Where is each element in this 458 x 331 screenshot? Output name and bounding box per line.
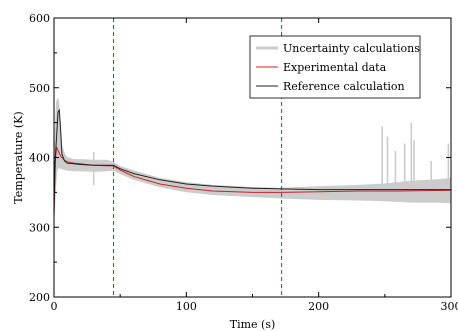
y-tick-label: 300 — [29, 221, 50, 234]
x-tick-label: 300 — [441, 300, 458, 313]
legend: Uncertainty calculations Experimental da… — [249, 35, 421, 99]
legend-label-reference: Reference calculation — [283, 80, 405, 93]
legend-label-experimental: Experimental data — [283, 61, 387, 74]
y-tick-label: 500 — [29, 82, 50, 95]
x-tick-label: 100 — [176, 300, 197, 313]
x-axis-label: Time (s) — [230, 318, 276, 331]
x-tick-label: 200 — [308, 300, 329, 313]
plot-area — [54, 18, 451, 297]
y-tick-label: 200 — [29, 291, 50, 304]
y-tick-label: 400 — [29, 152, 50, 165]
axis-ticks: 0 100 200 300 200 300 400 500 600 — [29, 12, 458, 313]
series-experimental-line — [54, 146, 451, 221]
x-tick-label: 0 — [51, 300, 58, 313]
legend-box — [249, 35, 421, 99]
series-uncertainty-band — [54, 98, 451, 217]
legend-label-uncertainty: Uncertainty calculations — [283, 42, 420, 55]
y-tick-label: 600 — [29, 12, 50, 25]
series-reference-line — [54, 108, 451, 207]
y-axis-label: Temperature (K) — [12, 111, 25, 203]
